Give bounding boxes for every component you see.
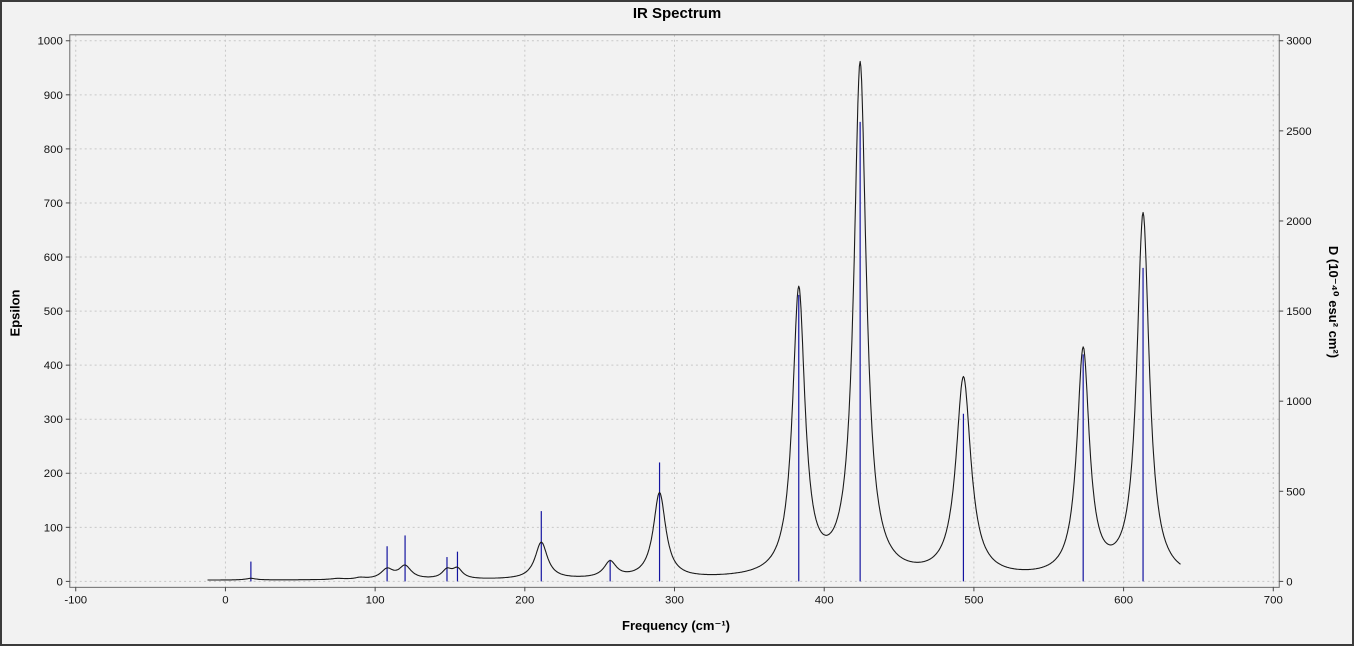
y2-tick-label: 500	[1286, 486, 1305, 498]
y-tick-label: 600	[44, 252, 63, 264]
y-tick-label: 700	[44, 198, 63, 210]
spectrum-curve	[207, 60, 1181, 581]
y-tick-label: 900	[44, 90, 63, 102]
y-tick-label: 0	[56, 576, 62, 588]
y-tick-label: 100	[44, 522, 63, 534]
x-tick-label: 700	[1264, 594, 1283, 606]
y-tick-label: 200	[44, 468, 63, 480]
y-tick-label: 300	[44, 414, 63, 426]
tick-labels: 0100200300400500600700800900100005001000…	[37, 36, 1311, 607]
y-tick-label: 800	[44, 144, 63, 156]
gridlines	[69, 34, 1280, 588]
x-tick-label: -100	[64, 594, 87, 606]
x-tick-label: 600	[1114, 594, 1133, 606]
x-tick-label: 200	[515, 594, 534, 606]
x-tick-label: 400	[815, 594, 834, 606]
y-tick-label: 500	[44, 306, 63, 318]
y2-tick-label: 2500	[1286, 126, 1311, 138]
transition-sticks	[250, 121, 1144, 582]
y2-axis-title: D (10⁻⁴⁰ esu² cm²)	[1326, 245, 1341, 359]
y-tick-label: 1000	[37, 36, 62, 48]
y2-tick-label: 0	[1286, 576, 1292, 588]
chart-title: IR Spectrum	[632, 5, 722, 22]
y2-tick-label: 1500	[1286, 306, 1311, 318]
y2-tick-label: 2000	[1286, 216, 1311, 228]
y2-tick-label: 3000	[1286, 36, 1311, 48]
y-tick-label: 400	[44, 360, 63, 372]
x-tick-label: 0	[222, 594, 228, 606]
x-tick-label: 100	[366, 594, 385, 606]
x-tick-label: 500	[964, 594, 983, 606]
plot-frame	[69, 34, 1280, 588]
axis-ticks	[65, 40, 1284, 592]
y2-tick-label: 1000	[1286, 396, 1311, 408]
x-tick-label: 300	[665, 594, 684, 606]
x-axis-title: Frequency (cm⁻¹)	[622, 618, 730, 633]
y-axis-title: Epsilon	[7, 289, 23, 337]
